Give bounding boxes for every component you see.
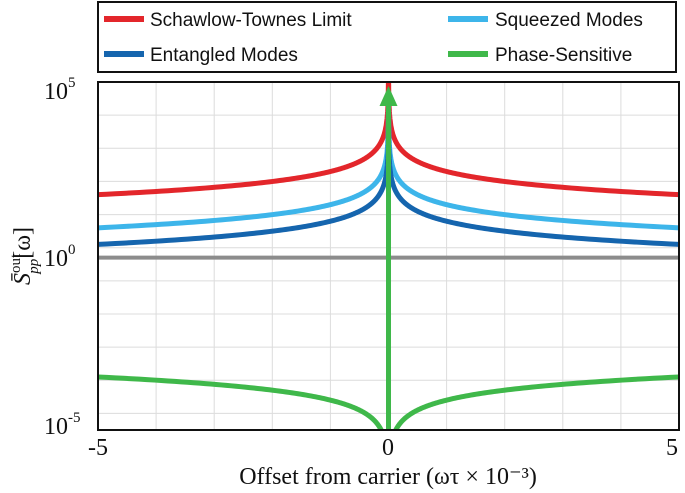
plot-frame	[97, 81, 680, 431]
legend-label-phase-sensitive: Phase-Sensitive	[495, 45, 632, 66]
y-tick-label-1e0: 100	[44, 242, 76, 272]
legend-label-entangled-modes: Entangled Modes	[150, 45, 298, 66]
y-axis-title-sup: out	[8, 253, 24, 273]
x-axis-title: Offset from carrier (ωτ × 10⁻³)	[239, 464, 537, 490]
legend-entry-schawlow-townes: Schawlow-Townes Limit	[104, 10, 352, 31]
series-layer	[98, 82, 679, 430]
legend-box	[97, 1, 677, 73]
y-axis-title: S̄out pp[ω]	[8, 227, 42, 285]
legend-label-squeezed-modes: Squeezed Modes	[495, 10, 643, 31]
y-axis-title-main: S̄	[10, 273, 36, 285]
legend-entry-squeezed-modes: Squeezed Modes	[448, 10, 643, 31]
y-tick-label-bottom: 10-5	[44, 410, 81, 440]
y-tick-label-top: 105	[44, 75, 76, 105]
legend-entry-entangled-modes: Entangled Modes	[104, 45, 298, 66]
legend-entry-phase-sensitive: Phase-Sensitive	[448, 45, 632, 66]
series-spike-arrowhead-phase-sensitive	[379, 86, 398, 106]
y-tick-label-1e-5: 10-5	[44, 410, 81, 440]
y-tick-label-1e5: 105	[44, 75, 76, 105]
y-axis-title-arg: [ω]	[10, 227, 36, 259]
x-tick-label-zero: 0	[382, 435, 394, 461]
x-tick-label-min: -5	[88, 435, 108, 461]
x-tick-label-max: 5	[666, 435, 678, 461]
legend: Schawlow-Townes Limit Squeezed Modes Ent…	[97, 1, 677, 73]
y-tick-label-middle: 100	[44, 242, 76, 272]
series-line-phase-sensitive-left	[98, 374, 384, 430]
legend-label-schawlow-townes: Schawlow-Townes Limit	[150, 10, 352, 31]
series-line-schawlow-townes-limit-right	[386, 82, 679, 198]
y-axis-title-sub: pp	[26, 258, 42, 275]
series-line-phase-sensitive-right	[393, 374, 679, 430]
